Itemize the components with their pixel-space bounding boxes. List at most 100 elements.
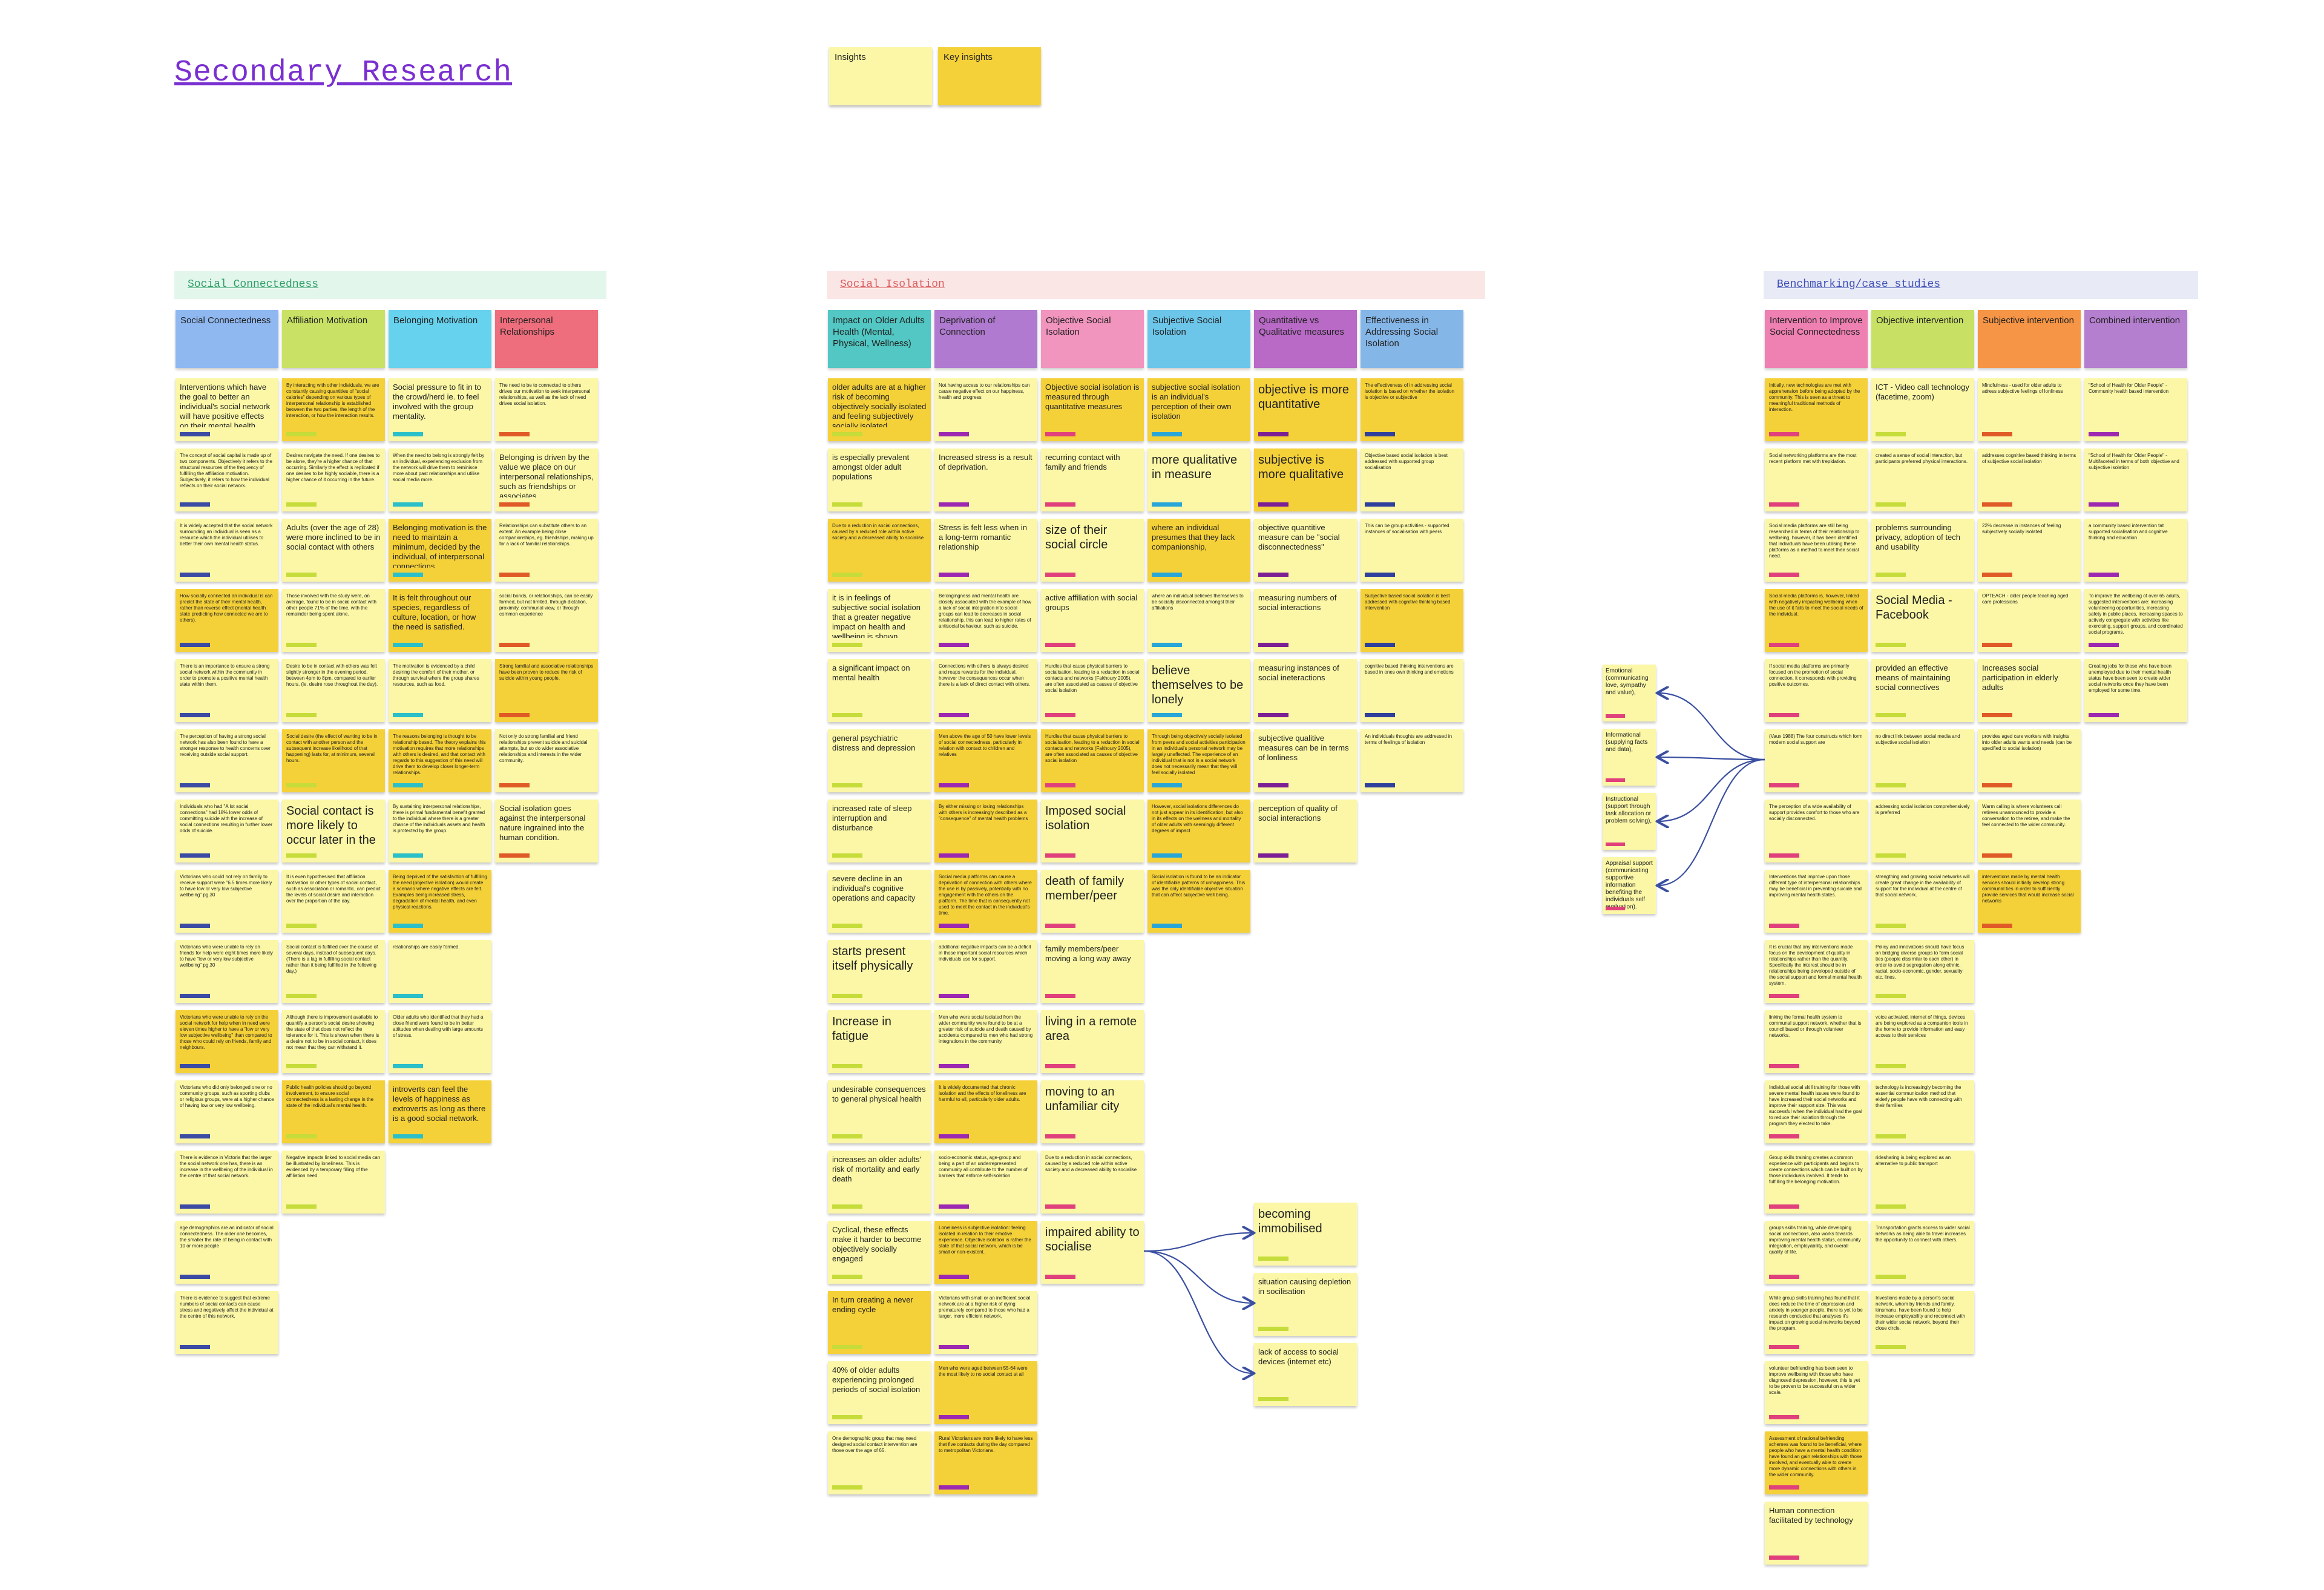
- sticky-note[interactable]: By sustaining interpersonal relationship…: [389, 800, 491, 862]
- sticky-note[interactable]: Interventions which have the goal to bet…: [176, 378, 278, 441]
- column-header[interactable]: Subjective intervention: [1978, 310, 2081, 368]
- sticky-note[interactable]: Social Media - Facebook: [1871, 589, 1974, 652]
- sticky-note[interactable]: It is widely accepted that the social ne…: [176, 519, 278, 582]
- sticky-note[interactable]: Hurdles that cause physical barriers to …: [1041, 729, 1144, 792]
- sticky-note[interactable]: provides aged care workers with insights…: [1978, 729, 2081, 792]
- sticky-note[interactable]: subjective qualitive measures can be in …: [1254, 729, 1357, 792]
- column-header[interactable]: Affiliation Motivation: [282, 310, 385, 368]
- sticky-note[interactable]: If social media platforms are primarily …: [1765, 659, 1868, 722]
- sticky-note[interactable]: addressing social isolation comprehensiv…: [1871, 800, 1974, 862]
- sticky-note[interactable]: family members/peer moving a long way aw…: [1041, 940, 1144, 1003]
- sticky-note[interactable]: How socially connected an individual is …: [176, 589, 278, 652]
- sticky-note[interactable]: There is an importance to ensure a stron…: [176, 659, 278, 722]
- sticky-note[interactable]: Negative impacts linked to social media …: [282, 1151, 385, 1214]
- sticky-note[interactable]: Stress is felt less when in a long-term …: [934, 519, 1037, 582]
- sticky-note[interactable]: Cyclical, these effects make it harder t…: [828, 1221, 931, 1284]
- column-header[interactable]: Social Connectedness: [176, 310, 278, 368]
- sticky-note[interactable]: Older adults who identified that they ha…: [389, 1010, 491, 1073]
- sticky-note[interactable]: Victorians who were unable to rely on th…: [176, 1010, 278, 1073]
- sticky-note[interactable]: An individuals thoughts are addressed in…: [1361, 729, 1463, 792]
- sticky-note[interactable]: age demographics are an indicator of soc…: [176, 1221, 278, 1284]
- branch-note[interactable]: lack of access to social devices (intern…: [1254, 1343, 1357, 1406]
- sticky-note[interactable]: Public health policies should go beyond …: [282, 1080, 385, 1143]
- sticky-note[interactable]: Increase in fatigue: [828, 1010, 931, 1073]
- sticky-note[interactable]: undesirable consequences to general phys…: [828, 1080, 931, 1143]
- sticky-note[interactable]: where an individual presumes that they l…: [1147, 519, 1250, 582]
- sticky-note[interactable]: problems surrounding privacy, adoption o…: [1871, 519, 1974, 582]
- sticky-note[interactable]: Transportation grants access to wider so…: [1871, 1221, 1974, 1284]
- sticky-note[interactable]: interventions made by mental health serv…: [1978, 870, 2081, 933]
- sticky-note[interactable]: measuring numbers of social interactions: [1254, 589, 1357, 652]
- sticky-note[interactable]: a community based intervention tat suppo…: [2084, 519, 2187, 582]
- sticky-note[interactable]: technology is increasingly becoming the …: [1871, 1080, 1974, 1143]
- sticky-note[interactable]: it is in feelings of subjective social i…: [828, 589, 931, 652]
- sticky-note[interactable]: Social isolation goes against the interp…: [495, 800, 598, 862]
- sticky-note[interactable]: The motivation is evidenced by a child d…: [389, 659, 491, 722]
- column-header[interactable]: Intervention to Improve Social Connected…: [1765, 310, 1868, 368]
- sticky-note[interactable]: Due to a reduction in social connections…: [828, 519, 931, 582]
- sticky-note[interactable]: Creating jobs for those who have been un…: [2084, 659, 2187, 722]
- sticky-note[interactable]: objective quantitive measure can be "soc…: [1254, 519, 1357, 582]
- sticky-note[interactable]: "School of Health for Older People" - Co…: [2084, 378, 2187, 441]
- sticky-note[interactable]: The perception of a wide availability of…: [1765, 800, 1868, 862]
- sticky-note[interactable]: a significant impact on mental health: [828, 659, 931, 722]
- column-header[interactable]: Interpersonal Relationships: [495, 310, 598, 368]
- sticky-note[interactable]: moving to an unfamiliar city: [1041, 1080, 1144, 1143]
- sticky-note[interactable]: By either missing or losing relationship…: [934, 800, 1037, 862]
- support-type-note[interactable]: Informational (supplying facts and data)…: [1603, 729, 1656, 786]
- sticky-note[interactable]: social bonds, or relationships, can be e…: [495, 589, 598, 652]
- sticky-note[interactable]: Loneliness is subjective isolation: feel…: [934, 1221, 1037, 1284]
- column-header[interactable]: Impact on Older Adults Health (Mental, P…: [828, 310, 931, 368]
- sticky-note[interactable]: Group skills training creates a common e…: [1765, 1151, 1868, 1214]
- sticky-note[interactable]: linking the formal health system to comm…: [1765, 1010, 1868, 1073]
- sticky-note[interactable]: The reasons belonging is thought to be r…: [389, 729, 491, 792]
- column-header[interactable]: Subjective Social Isolation: [1147, 310, 1250, 368]
- support-type-note[interactable]: Emotional (communicating love, sympathy …: [1603, 665, 1656, 721]
- sticky-note[interactable]: Men who were aged between 55-64 were the…: [934, 1361, 1037, 1424]
- sticky-note[interactable]: Victorians who did only belonged one or …: [176, 1080, 278, 1143]
- sticky-note[interactable]: size of their social circle: [1041, 519, 1144, 582]
- sticky-note[interactable]: Assessment of national befriending schem…: [1765, 1431, 1868, 1494]
- sticky-note[interactable]: It is widely documented that chronic iso…: [934, 1080, 1037, 1143]
- sticky-note[interactable]: relationships are easily formed.: [389, 940, 491, 1003]
- sticky-note[interactable]: provided an effective means of maintaini…: [1871, 659, 1974, 722]
- sticky-note[interactable]: created a sense of social interaction, b…: [1871, 448, 1974, 511]
- sticky-note[interactable]: Social media platforms are still being r…: [1765, 519, 1868, 582]
- sticky-note[interactable]: Hurdles that cause physical barriers to …: [1041, 659, 1144, 722]
- branch-note[interactable]: situation causing depletion in socilisat…: [1254, 1273, 1357, 1336]
- sticky-note[interactable]: Relationships can substitute others to a…: [495, 519, 598, 582]
- sticky-note[interactable]: voice activated, internet of things, dev…: [1871, 1010, 1974, 1073]
- column-header[interactable]: Objective intervention: [1871, 310, 1974, 368]
- sticky-note[interactable]: Belonging is driven by the value we plac…: [495, 448, 598, 511]
- sticky-note[interactable]: Strong familial and associative relation…: [495, 659, 598, 722]
- sticky-note[interactable]: However, social isolations differences d…: [1147, 800, 1250, 862]
- sticky-note[interactable]: Social contact is more likely to occur l…: [282, 800, 385, 862]
- sticky-note[interactable]: Objective social isolation is measured t…: [1041, 378, 1144, 441]
- sticky-note[interactable]: Belongingness and mental health are clos…: [934, 589, 1037, 652]
- sticky-note[interactable]: Victorians with small or an inefficient …: [934, 1291, 1037, 1354]
- sticky-note[interactable]: Victorians who could not rely on family …: [176, 870, 278, 933]
- sticky-note[interactable]: older adults are at a higher risk of bec…: [828, 378, 931, 441]
- column-header[interactable]: Deprivation of Connection: [934, 310, 1037, 368]
- sticky-note[interactable]: Warm calling is where volunteers call re…: [1978, 800, 2081, 862]
- sticky-note[interactable]: Interventions that improve upon those di…: [1765, 870, 1868, 933]
- sticky-note[interactable]: Imposed social isolation: [1041, 800, 1144, 862]
- sticky-note[interactable]: Men who were social isolated from the wi…: [934, 1010, 1037, 1073]
- sticky-note[interactable]: Those involved with the study were, on a…: [282, 589, 385, 652]
- sticky-note[interactable]: The concept of social capital is made up…: [176, 448, 278, 511]
- sticky-note[interactable]: Investions made by a person's social net…: [1871, 1291, 1974, 1354]
- sticky-note[interactable]: addresses cognitive based thinking in te…: [1978, 448, 2081, 511]
- sticky-note[interactable]: ICT - Video call technology (facetime, z…: [1871, 378, 1974, 441]
- sticky-note[interactable]: OPTEACH - older people teaching aged car…: [1978, 589, 2081, 652]
- sticky-note[interactable]: By interacting with other individuals, w…: [282, 378, 385, 441]
- column-header[interactable]: Belonging Motivation: [389, 310, 491, 368]
- sticky-note[interactable]: socio-economic status, age-group and bei…: [934, 1151, 1037, 1214]
- sticky-note[interactable]: active affiliation with social groups: [1041, 589, 1144, 652]
- sticky-note[interactable]: Connections with others is always desire…: [934, 659, 1037, 722]
- sticky-note[interactable]: increases an older adults' risk of morta…: [828, 1151, 931, 1214]
- sticky-note[interactable]: Desires navigate the need. If one desire…: [282, 448, 385, 511]
- sticky-note[interactable]: Not only do strong familial and friend r…: [495, 729, 598, 792]
- section-title-social-isolation[interactable]: Social Isolation: [827, 271, 1485, 299]
- column-header[interactable]: Combined intervention: [2084, 310, 2187, 368]
